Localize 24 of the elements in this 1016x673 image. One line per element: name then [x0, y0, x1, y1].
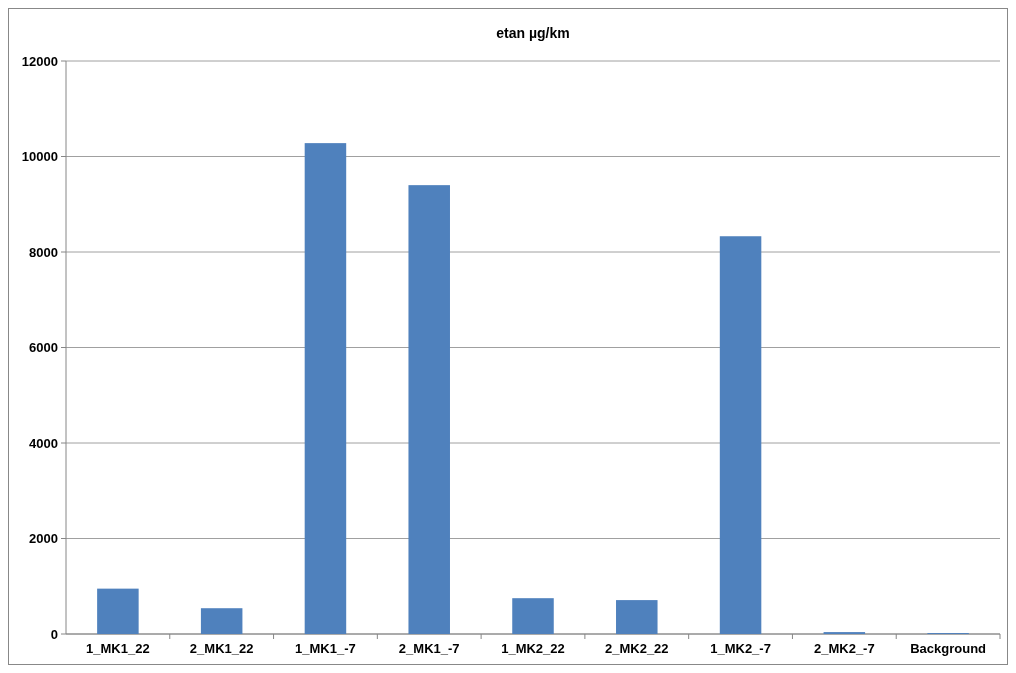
- y-tick-label: 0: [50, 626, 58, 642]
- x-tick-label: 1_MK1_22: [86, 641, 150, 656]
- x-tick-label: 2_MK1_22: [189, 641, 254, 656]
- y-tick-label: 4000: [29, 435, 58, 451]
- x-tick-label: 1_MK1_-7: [295, 641, 356, 656]
- x-tick-label: Background: [910, 641, 987, 656]
- chart-title: etan µg/km: [496, 25, 570, 41]
- bar: [512, 598, 554, 634]
- y-tick-label: 12000: [21, 53, 58, 69]
- x-tick-label: 2_MK2_-7: [813, 641, 875, 656]
- x-tick-label: 2_MK1_-7: [398, 641, 460, 656]
- y-tick-label: 8000: [29, 244, 58, 260]
- bar: [408, 185, 450, 634]
- bar: [97, 588, 139, 634]
- bar: [616, 600, 658, 634]
- y-tick-label: 6000: [29, 340, 58, 356]
- bar: [304, 143, 347, 634]
- bar: [200, 608, 243, 634]
- x-tick-label: 1_MK2_-7: [710, 641, 771, 656]
- y-tick-label: 2000: [29, 531, 58, 547]
- y-tick-label: 10000: [21, 149, 58, 165]
- bar: [719, 236, 762, 634]
- x-tick-label: 1_MK2_22: [501, 641, 565, 656]
- x-tick-label: 2_MK2_22: [604, 641, 669, 656]
